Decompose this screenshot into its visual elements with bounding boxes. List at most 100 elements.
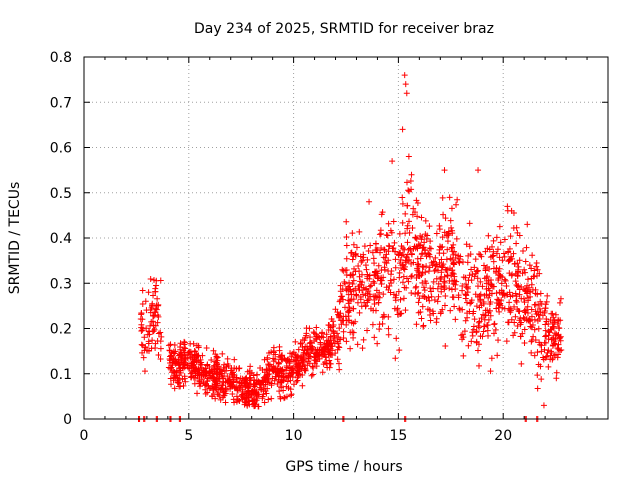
data-point: [542, 354, 549, 361]
data-point: [466, 272, 473, 279]
data-point: [395, 251, 402, 258]
data-point: [350, 305, 357, 312]
x-tick-label: 0: [80, 428, 89, 444]
data-point: [397, 256, 404, 263]
data-point: [455, 252, 462, 259]
data-point: [442, 215, 449, 222]
data-point: [233, 365, 240, 372]
data-point: [210, 347, 217, 354]
data-point: [253, 390, 260, 397]
data-point: [412, 234, 419, 241]
data-point: [490, 248, 497, 255]
data-point: [204, 389, 211, 396]
data-point: [484, 321, 491, 328]
data-point: [155, 313, 162, 320]
data-point: [169, 362, 176, 369]
data-point: [343, 255, 350, 262]
data-point: [513, 240, 520, 247]
data-point: [276, 388, 283, 395]
data-point: [462, 317, 469, 324]
data-point: [484, 327, 491, 334]
data-point: [494, 246, 501, 253]
data-point: [313, 333, 320, 340]
data-point: [139, 316, 146, 323]
data-point: [422, 249, 429, 256]
data-point: [534, 308, 541, 315]
data-point: [346, 307, 353, 314]
data-point: [334, 356, 341, 363]
data-point: [385, 286, 392, 293]
data-point: [548, 310, 555, 317]
data-point: [380, 291, 387, 298]
data-point: [418, 251, 425, 258]
data-point: [345, 291, 352, 298]
data-point: [477, 251, 484, 258]
data-point: [513, 297, 520, 304]
data-point: [313, 324, 320, 331]
data-point: [347, 250, 354, 257]
data-point: [251, 400, 258, 407]
data-point: [460, 352, 467, 359]
data-point: [399, 194, 406, 201]
data-point: [438, 256, 445, 263]
data-point: [433, 275, 440, 282]
data-point: [378, 245, 385, 252]
data-point: [401, 263, 408, 270]
data-point: [436, 226, 443, 233]
data-point: [371, 271, 378, 278]
data-point: [405, 187, 412, 194]
data-point: [138, 321, 145, 328]
data-point: [528, 313, 535, 320]
data-point: [255, 403, 262, 410]
data-point: [527, 323, 534, 330]
data-point: [379, 314, 386, 321]
data-point: [196, 371, 203, 378]
data-point: [430, 285, 437, 292]
data-point: [231, 399, 238, 406]
data-point: [495, 337, 502, 344]
data-point: [336, 366, 343, 373]
data-point: [357, 278, 364, 285]
data-point: [268, 395, 275, 402]
data-point: [413, 275, 420, 282]
data-point: [296, 359, 303, 366]
data-point: [350, 241, 357, 248]
data-point: [326, 357, 333, 364]
data-point: [287, 372, 294, 379]
data-point: [449, 267, 456, 274]
data-point: [342, 280, 349, 287]
data-point: [426, 223, 433, 230]
data-point: [484, 245, 491, 252]
y-tick-label: 0.5: [50, 186, 72, 202]
data-point: [272, 373, 279, 380]
data-point: [542, 333, 549, 340]
data-point: [483, 291, 490, 298]
data-point: [274, 380, 281, 387]
data-point: [524, 294, 531, 301]
data-point: [265, 361, 272, 368]
data-point: [399, 200, 406, 207]
data-point: [209, 393, 216, 400]
data-point: [197, 359, 203, 366]
data-point: [450, 271, 457, 278]
data-point: [283, 367, 290, 374]
data-point: [396, 260, 403, 267]
data-point: [521, 266, 528, 273]
data-point: [510, 250, 517, 257]
data-point: [555, 316, 562, 323]
data-point: [455, 292, 462, 299]
data-point: [272, 356, 279, 363]
data-point: [431, 267, 438, 274]
data-point: [475, 341, 482, 348]
data-point: [392, 355, 399, 362]
data-point: [456, 259, 463, 266]
data-point: [404, 239, 411, 246]
data-point: [213, 386, 220, 393]
data-point: [354, 299, 361, 306]
chart-title: Day 234 of 2025, SRMTID for receiver bra…: [194, 21, 494, 37]
data-point: [534, 372, 541, 379]
data-point: [545, 347, 552, 354]
data-point: [493, 290, 500, 297]
data-point: [297, 340, 304, 347]
data-point: [245, 387, 252, 394]
